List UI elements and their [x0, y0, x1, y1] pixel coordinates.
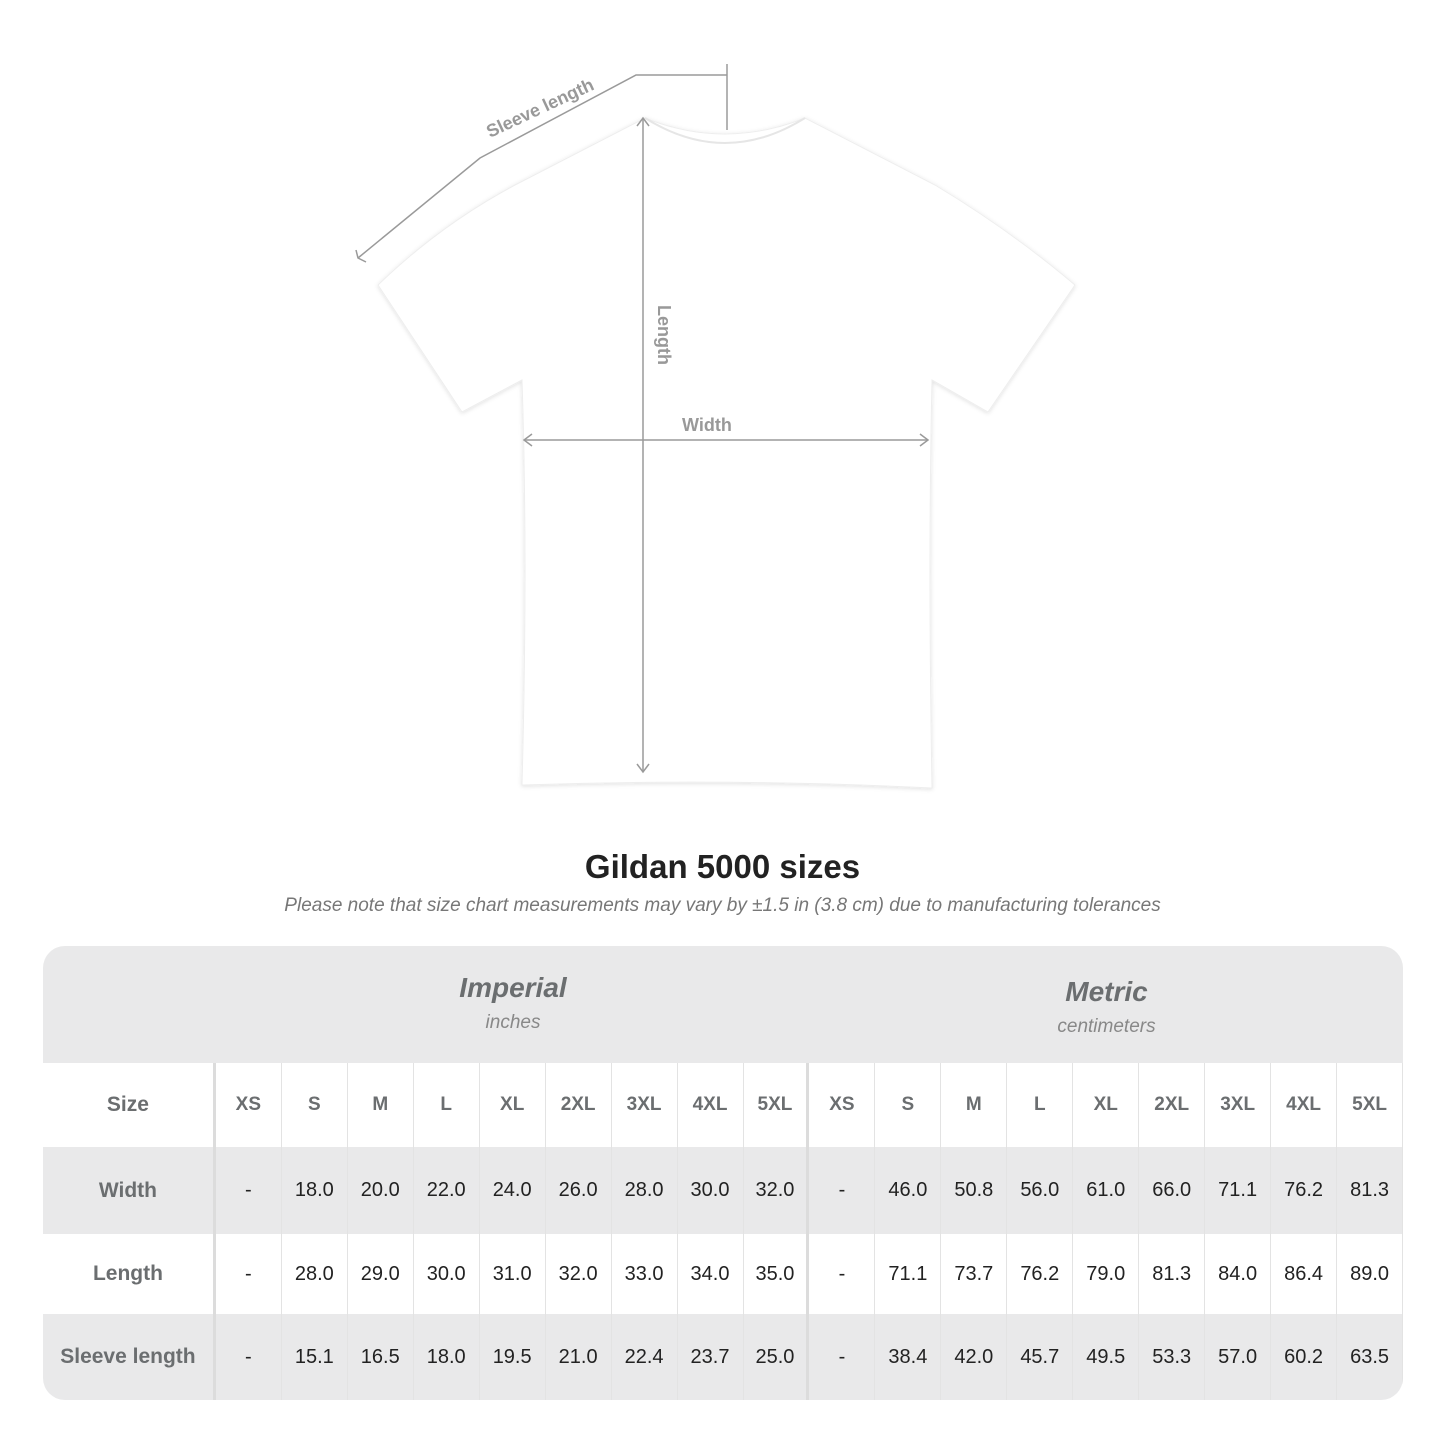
imperial-value-cell: - [216, 1314, 282, 1400]
chart-subtitle: Please note that size chart measurements… [284, 895, 1161, 916]
imperial-size-4xl: 4XL [678, 1063, 744, 1147]
imperial-unit: inches [485, 1012, 541, 1033]
measure-lines [355, 64, 930, 774]
row-label: Length [43, 1234, 216, 1314]
metric-value-cell: 81.3 [1337, 1147, 1403, 1234]
imperial-header: Imperial inches [216, 972, 810, 1034]
metric-value-cell: 76.2 [1007, 1234, 1074, 1314]
metric-size-l: L [1007, 1063, 1074, 1147]
metric-size-5xl: 5XL [1337, 1063, 1403, 1147]
imperial-value-cell: 20.0 [348, 1147, 414, 1234]
sleeve-length-label: Sleeve length [483, 74, 597, 141]
metric-value-cell: 71.1 [875, 1234, 942, 1314]
metric-value-cell: 76.2 [1271, 1147, 1338, 1234]
metric-size-2xl: 2XL [1139, 1063, 1206, 1147]
table-row: Sleeve length -15.1 16.5 18.0 19.5 21.0 22.4 23… [43, 1314, 1403, 1400]
table-row: Length -28.0 29.0 30.0 31.0 32.0 33.0 34.0 35.0-… [43, 1234, 1403, 1314]
imperial-value-cell: 30.0 [414, 1234, 480, 1314]
metric-value-cell: 84.0 [1205, 1234, 1272, 1314]
metric-value-cell: 63.5 [1337, 1314, 1403, 1400]
metric-value-cell: 66.0 [1139, 1147, 1206, 1234]
imperial-value-cell: 26.0 [546, 1147, 612, 1234]
imperial-value-cell: 22.4 [612, 1314, 678, 1400]
imperial-value-cell: 31.0 [480, 1234, 546, 1314]
metric-value-cell: 79.0 [1073, 1234, 1140, 1314]
metric-size-s: S [875, 1063, 942, 1147]
metric-size-3xl: 3XL [1205, 1063, 1272, 1147]
length-label: Length [654, 305, 674, 365]
metric-value-cell: 61.0 [1073, 1147, 1140, 1234]
table-row: Width -18.0 20.0 22.0 24.0 26.0 28.0 30.0 32.0-4… [43, 1147, 1403, 1234]
metric-title: Metric [1065, 976, 1148, 1007]
imperial-size-xl: XL [480, 1063, 546, 1147]
metric-value-cell: 49.5 [1073, 1314, 1140, 1400]
imperial-value-cell: 35.0 [744, 1234, 810, 1314]
imperial-value-cell: 18.0 [282, 1147, 348, 1234]
imperial-value-cell: 34.0 [678, 1234, 744, 1314]
metric-value-cell: 86.4 [1271, 1234, 1338, 1314]
imperial-value-cell: 16.5 [348, 1314, 414, 1400]
metric-value-cell: - [809, 1234, 876, 1314]
size-row: Size XS S M L XL 2XL 3XL 4XL 5XL XS S M L XL 2XL 3XL 4XL 5… [43, 1063, 1403, 1147]
imperial-size-5xl: 5XL [744, 1063, 810, 1147]
row-label: Width [43, 1147, 216, 1234]
metric-value-cell: 38.4 [875, 1314, 942, 1400]
metric-value-cell: 89.0 [1337, 1234, 1403, 1314]
width-label: Width [682, 415, 732, 435]
metric-value-cell: 73.7 [941, 1234, 1008, 1314]
metric-value-cell: 81.3 [1139, 1234, 1206, 1314]
imperial-value-cell: 25.0 [744, 1314, 810, 1400]
size-table: Imperial inches Metric centimeters Size X… [43, 946, 1403, 1400]
metric-size-m: M [941, 1063, 1008, 1147]
imperial-size-3xl: 3XL [612, 1063, 678, 1147]
metric-value-cell: 71.1 [1205, 1147, 1272, 1234]
metric-value-cell: 56.0 [1007, 1147, 1074, 1234]
imperial-value-cell: 19.5 [480, 1314, 546, 1400]
imperial-value-cell: 15.1 [282, 1314, 348, 1400]
imperial-size-m: M [348, 1063, 414, 1147]
imperial-value-cell: - [216, 1147, 282, 1234]
imperial-value-cell: 24.0 [480, 1147, 546, 1234]
metric-size-xs: XS [809, 1063, 876, 1147]
metric-header: Metric centimeters [810, 976, 1403, 1038]
chart-title: Gildan 5000 sizes [584, 848, 861, 885]
imperial-value-cell: 28.0 [282, 1234, 348, 1314]
imperial-value-cell: 32.0 [546, 1234, 612, 1314]
metric-value-cell: 53.3 [1139, 1314, 1206, 1400]
metric-value-cell: 46.0 [875, 1147, 942, 1234]
metric-value-cell: - [809, 1314, 876, 1400]
imperial-value-cell: 23.7 [678, 1314, 744, 1400]
imperial-title: Imperial [459, 972, 567, 1003]
size-header: Size [43, 1063, 216, 1147]
metric-value-cell: 45.7 [1007, 1314, 1074, 1400]
row-label: Sleeve length [43, 1314, 216, 1400]
imperial-value-cell: 22.0 [414, 1147, 480, 1234]
metric-value-cell: 57.0 [1205, 1314, 1272, 1400]
imperial-value-cell: 29.0 [348, 1234, 414, 1314]
metric-value-cell: 50.8 [941, 1147, 1008, 1234]
imperial-size-l: L [414, 1063, 480, 1147]
imperial-size-xs: XS [216, 1063, 282, 1147]
unit-header: Imperial inches Metric centimeters [43, 946, 1403, 1063]
imperial-value-cell: 28.0 [612, 1147, 678, 1234]
imperial-value-cell: 33.0 [612, 1234, 678, 1314]
imperial-value-cell: 21.0 [546, 1314, 612, 1400]
metric-size-xl: XL [1073, 1063, 1140, 1147]
imperial-size-2xl: 2XL [546, 1063, 612, 1147]
metric-size-4xl: 4XL [1271, 1063, 1338, 1147]
imperial-value-cell: 30.0 [678, 1147, 744, 1234]
metric-value-cell: 60.2 [1271, 1314, 1338, 1400]
metric-value-cell: - [809, 1147, 876, 1234]
imperial-value-cell: 18.0 [414, 1314, 480, 1400]
tshirt-shape [377, 117, 1076, 789]
metric-value-cell: 42.0 [941, 1314, 1008, 1400]
imperial-value-cell: - [216, 1234, 282, 1314]
imperial-size-s: S [282, 1063, 348, 1147]
metric-unit: centimeters [1057, 1016, 1156, 1037]
imperial-value-cell: 32.0 [744, 1147, 810, 1234]
tshirt-diagram: Sleeve length Length Width [355, 64, 1076, 789]
